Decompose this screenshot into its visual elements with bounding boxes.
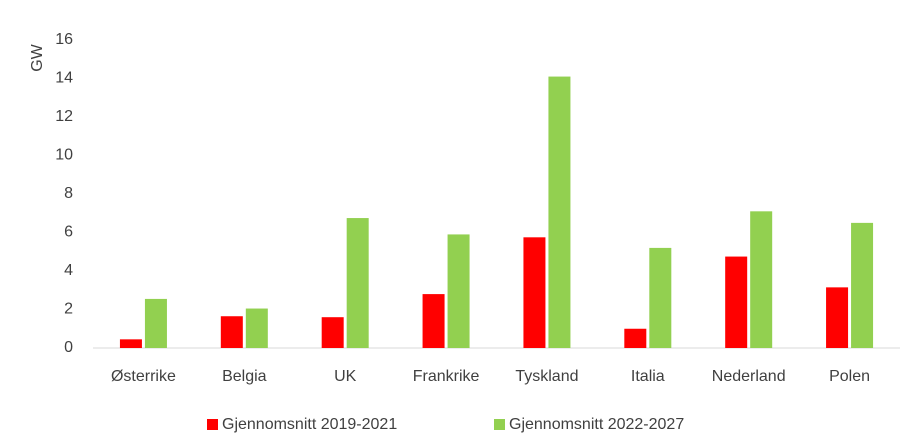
y-tick-label: 6 [64,224,73,241]
bar [321,317,344,348]
y-tick-label: 8 [64,185,73,202]
bar [346,218,369,348]
x-tick-label: Italia [631,368,665,385]
x-tick-label: Belgia [222,368,267,385]
bar [649,247,672,348]
legend-label: Gjennomsnitt 2022-2027 [509,416,684,433]
bar [725,256,748,348]
y-tick-label: 0 [64,339,73,356]
y-tick-label: 10 [55,147,73,164]
y-tick-label: 14 [55,70,73,87]
legend-swatch [207,419,218,430]
y-tick-label: 12 [55,108,73,125]
x-tick-label: Polen [829,368,870,385]
y-tick-label: 16 [55,31,73,48]
x-tick-label: UK [334,368,357,385]
y-tick-label: 4 [64,262,73,279]
legend-swatch [494,419,505,430]
bar [624,328,647,348]
bar [826,287,849,348]
x-tick-label: Tyskland [515,368,578,385]
x-tick-label: Østerrike [111,368,176,385]
bar [220,316,243,348]
bar [422,294,445,348]
y-axis-label: GW [29,43,46,71]
bar [750,211,773,348]
bar [245,308,268,348]
bar [548,76,571,348]
bar [447,234,470,348]
x-tick-label: Frankrike [413,368,480,385]
bar [851,222,874,348]
y-tick-label: 2 [64,301,73,318]
legend-label: Gjennomsnitt 2019-2021 [222,416,397,433]
bar [144,298,167,348]
bar [523,237,546,348]
x-tick-label: Nederland [712,368,786,385]
bar [119,339,142,348]
